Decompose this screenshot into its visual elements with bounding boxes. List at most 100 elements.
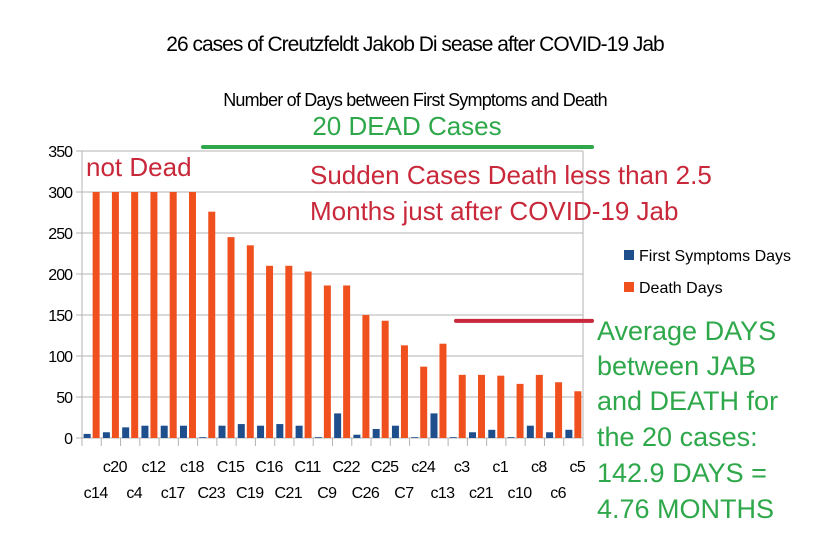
x-category-label: C9 xyxy=(317,485,337,502)
x-category-label: c5 xyxy=(570,459,586,476)
x-category-label: c1 xyxy=(492,459,508,476)
bar-first-symptoms-c21 xyxy=(469,432,477,438)
x-category-label: c10 xyxy=(508,485,533,502)
y-tick-label: 350 xyxy=(48,144,73,161)
x-category-label: C22 xyxy=(332,459,360,476)
x-category-label: C19 xyxy=(236,485,264,502)
y-tick-label: 300 xyxy=(48,185,73,202)
bar-first-symptoms-C16 xyxy=(257,425,265,438)
x-category-label: c20 xyxy=(103,459,128,476)
x-category-label: C11 xyxy=(294,459,321,476)
bar-first-symptoms-C23 xyxy=(199,437,207,438)
bar-first-symptoms-c1 xyxy=(488,429,496,438)
x-category-label: C16 xyxy=(255,459,283,476)
y-tick-label: 0 xyxy=(64,431,73,448)
bar-first-symptoms-C26 xyxy=(353,434,361,438)
bar-death-days-C15 xyxy=(227,237,235,438)
bar-first-symptoms-c13 xyxy=(430,413,438,438)
average-line-4: the 20 cases: xyxy=(597,422,758,452)
bar-first-symptoms-c12 xyxy=(141,425,149,438)
bar-death-days-C21 xyxy=(285,265,293,438)
bar-death-days-C9 xyxy=(323,285,331,438)
bar-first-symptoms-c3 xyxy=(449,437,457,438)
x-category-label: c8 xyxy=(531,459,547,476)
bar-death-days-c13 xyxy=(439,343,447,438)
x-category-label: c3 xyxy=(454,459,470,476)
average-line-2: between JAB xyxy=(597,351,756,381)
bar-first-symptoms-c14 xyxy=(83,433,91,438)
x-category-label: c14 xyxy=(84,485,109,502)
y-tick-label: 150 xyxy=(48,308,73,325)
x-category-label: c18 xyxy=(180,459,205,476)
bar-first-symptoms-c5 xyxy=(565,429,573,438)
bar-death-days-c17 xyxy=(169,192,177,438)
dead-cases-label: 20 DEAD Cases xyxy=(312,111,501,141)
bar-first-symptoms-C22 xyxy=(334,413,342,438)
bar-first-symptoms-C11 xyxy=(295,425,303,438)
bar-death-days-c24 xyxy=(420,366,428,438)
sudden-cases-line2: Months just after COVID-19 Jab xyxy=(310,196,678,226)
bar-death-days-c21 xyxy=(478,374,486,438)
y-tick-label: 100 xyxy=(48,349,73,366)
bar-first-symptoms-C15 xyxy=(218,425,226,438)
bar-first-symptoms-C19 xyxy=(237,424,245,438)
bar-death-days-c3 xyxy=(458,374,466,438)
bar-death-days-c6 xyxy=(555,382,563,438)
x-category-label: c13 xyxy=(430,485,455,502)
x-category-label: C25 xyxy=(371,459,399,476)
x-category-label: c24 xyxy=(411,459,436,476)
legend-label-first-symptoms: First Symptoms Days xyxy=(639,248,791,265)
bar-death-days-c20 xyxy=(111,192,119,438)
x-category-label: C23 xyxy=(197,485,225,502)
bar-first-symptoms-C9 xyxy=(314,437,322,438)
bar-death-days-c1 xyxy=(497,375,505,438)
average-line-5: 142.9 DAYS = xyxy=(597,458,767,488)
bar-first-symptoms-c6 xyxy=(546,432,554,438)
bar-death-days-C26 xyxy=(362,315,370,438)
bar-first-symptoms-c20 xyxy=(102,432,110,438)
bar-death-days-c10 xyxy=(516,383,524,438)
bar-death-days-C25 xyxy=(381,320,389,438)
bar-first-symptoms-C21 xyxy=(276,424,284,438)
x-category-label: C26 xyxy=(352,485,380,502)
x-category-label: c6 xyxy=(550,485,566,502)
bar-death-days-c12 xyxy=(150,192,158,438)
y-tick-label: 50 xyxy=(56,390,73,407)
average-annotation: Average DAYS between JAB and DEATH for t… xyxy=(597,316,778,524)
not-dead-label: not Dead xyxy=(86,152,192,182)
bars xyxy=(83,192,582,438)
x-category-label: C7 xyxy=(394,485,414,502)
average-line-6: 4.76 MONTHS xyxy=(597,494,774,524)
gridlines xyxy=(76,150,584,446)
bar-first-symptoms-C7 xyxy=(391,425,399,438)
x-category-label: c21 xyxy=(469,485,494,502)
y-axis-ticks: 0 50 100 150 200 250 300 350 xyxy=(48,144,74,448)
chart-title: 26 cases of Creutzfeldt Jakob Di sease a… xyxy=(166,33,664,56)
bar-death-days-C7 xyxy=(400,345,408,438)
bar-death-days-C16 xyxy=(266,265,274,438)
bar-death-days-c4 xyxy=(131,192,139,438)
x-category-label: C21 xyxy=(275,485,303,502)
bar-first-symptoms-C25 xyxy=(372,428,380,438)
y-tick-label: 200 xyxy=(48,267,73,284)
legend-swatch-death-days xyxy=(624,282,634,292)
x-category-label: c12 xyxy=(141,459,166,476)
bar-first-symptoms-c17 xyxy=(160,425,168,438)
bar-first-symptoms-c10 xyxy=(507,437,515,438)
bar-first-symptoms-c4 xyxy=(122,427,130,438)
y-tick-label: 250 xyxy=(48,226,73,243)
legend-swatch-first-symptoms xyxy=(624,250,634,260)
chart-subtitle: Number of Days between First Symptoms an… xyxy=(223,90,607,110)
legend-label-death-days: Death Days xyxy=(639,280,723,297)
x-category-label: c17 xyxy=(161,485,186,502)
bar-first-symptoms-c8 xyxy=(526,425,534,438)
sudden-cases-line1: Sudden Cases Death less than 2.5 xyxy=(310,160,712,190)
bar-death-days-C11 xyxy=(304,271,312,438)
bar-death-days-c8 xyxy=(535,374,543,438)
average-line-1: Average DAYS xyxy=(597,316,776,346)
x-axis-categories: c14 c20 c4 c12 c17 c18 C23 C15 C19 C16 C21 C11 C9 C22… xyxy=(84,459,587,502)
bar-death-days-c5 xyxy=(574,391,582,438)
bar-death-days-c18 xyxy=(188,192,196,438)
bar-first-symptoms-c18 xyxy=(179,425,187,438)
